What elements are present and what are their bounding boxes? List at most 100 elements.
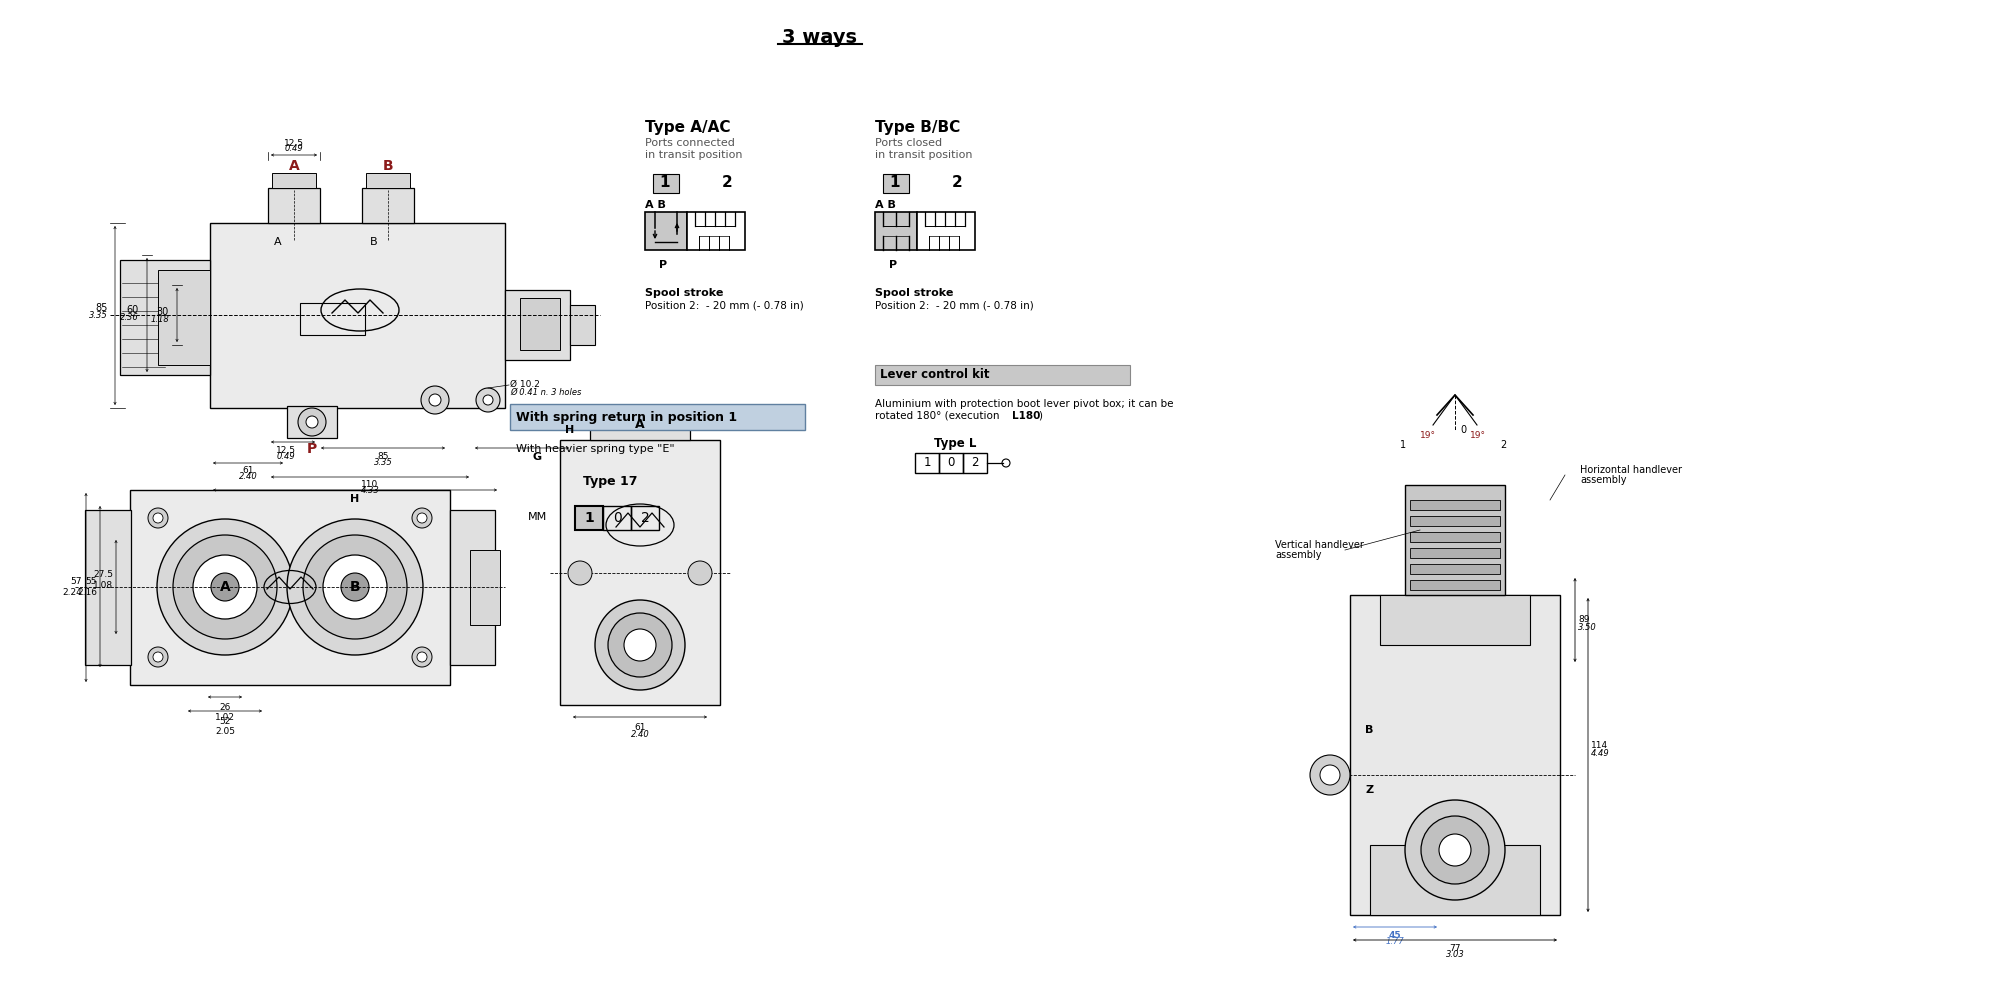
Text: 2: 2	[640, 511, 650, 525]
Text: 61: 61	[634, 723, 646, 732]
Text: A: A	[636, 418, 644, 432]
Bar	[632, 506, 660, 530]
Bar	[130, 490, 450, 685]
Circle shape	[688, 561, 712, 585]
Bar	[916, 453, 940, 473]
Bar	[510, 404, 804, 430]
Text: P: P	[658, 260, 668, 270]
Text: 1: 1	[584, 511, 594, 525]
Text: Lever control kit: Lever control kit	[880, 368, 990, 381]
Text: Type A/AC: Type A/AC	[644, 120, 730, 135]
Text: in transit position: in transit position	[644, 150, 742, 160]
Text: 55
2.16: 55 2.16	[76, 577, 96, 597]
Text: 2.40: 2.40	[238, 472, 258, 481]
Circle shape	[568, 561, 592, 585]
Text: Type 17: Type 17	[582, 475, 638, 488]
Bar	[1410, 532, 1500, 542]
Bar	[604, 506, 632, 530]
Text: Ø 0.41 n. 3 holes: Ø 0.41 n. 3 holes	[510, 387, 582, 396]
Circle shape	[306, 416, 318, 428]
Text: Type L: Type L	[934, 437, 976, 450]
Text: Horizontal handlever: Horizontal handlever	[1580, 465, 1682, 475]
Text: Ports closed: Ports closed	[876, 138, 942, 148]
Circle shape	[416, 652, 428, 662]
Bar	[652, 174, 680, 193]
Text: 89: 89	[1578, 615, 1590, 624]
Bar	[1410, 500, 1500, 510]
Bar	[362, 188, 414, 223]
Bar	[964, 453, 988, 473]
Text: 3 ways: 3 ways	[782, 28, 858, 47]
Bar	[1410, 548, 1500, 558]
Text: 19°: 19°	[1420, 431, 1436, 440]
Text: 1: 1	[890, 175, 900, 190]
Text: Ports connected: Ports connected	[644, 138, 734, 148]
Text: With spring return in position 1: With spring return in position 1	[516, 410, 738, 424]
Bar	[288, 406, 336, 438]
Text: 3.03: 3.03	[1446, 950, 1464, 959]
Bar	[366, 173, 410, 188]
Text: A: A	[274, 237, 282, 247]
Text: Position 2:  - 20 mm (- 0.78 in): Position 2: - 20 mm (- 0.78 in)	[644, 301, 804, 311]
Bar	[576, 506, 604, 530]
Text: Ø 10.2: Ø 10.2	[510, 379, 540, 388]
Bar	[884, 174, 908, 193]
Text: 2: 2	[1500, 440, 1506, 450]
Bar	[940, 453, 964, 473]
Bar	[560, 440, 720, 705]
Text: With heavier spring type "E": With heavier spring type "E"	[516, 444, 674, 454]
Circle shape	[324, 555, 388, 619]
Text: 85: 85	[378, 452, 388, 461]
Text: A: A	[220, 580, 230, 594]
Text: 4.33: 4.33	[360, 486, 380, 495]
Text: 60: 60	[126, 305, 140, 315]
Bar	[1404, 485, 1506, 595]
Bar	[210, 223, 504, 408]
Bar	[158, 270, 210, 365]
Bar	[504, 290, 570, 360]
Text: P: P	[306, 442, 318, 456]
Text: 52
2.05: 52 2.05	[216, 717, 236, 736]
Text: G: G	[532, 452, 542, 462]
Text: rotated 180° (execution: rotated 180° (execution	[876, 411, 1002, 421]
Text: A B: A B	[644, 200, 666, 210]
Bar	[1410, 580, 1500, 590]
Text: 12.5: 12.5	[284, 139, 304, 148]
Circle shape	[412, 647, 432, 667]
Text: 19°: 19°	[1470, 431, 1486, 440]
Circle shape	[596, 600, 684, 690]
Bar	[1410, 516, 1500, 526]
Text: 85: 85	[96, 303, 108, 313]
Text: 2: 2	[972, 456, 978, 470]
Bar	[272, 173, 316, 188]
Text: 45: 45	[1388, 931, 1402, 940]
Text: A B: A B	[876, 200, 896, 210]
Text: 0: 0	[612, 511, 622, 525]
Bar	[1350, 595, 1560, 915]
Text: 2: 2	[722, 175, 732, 190]
Text: 61: 61	[242, 466, 254, 475]
Text: in transit position: in transit position	[876, 150, 972, 160]
Bar	[268, 188, 320, 223]
Text: 3.35: 3.35	[90, 312, 108, 320]
Text: 1.77: 1.77	[1386, 937, 1404, 946]
Text: Spool stroke: Spool stroke	[644, 288, 724, 298]
Text: 2.40: 2.40	[630, 730, 650, 739]
Text: Type B/BC: Type B/BC	[876, 120, 960, 135]
Text: B: B	[1364, 725, 1374, 735]
Circle shape	[412, 508, 432, 528]
Text: B: B	[382, 159, 394, 173]
Text: assembly: assembly	[1276, 550, 1322, 560]
Text: Z: Z	[1364, 785, 1374, 795]
Text: 1: 1	[660, 175, 670, 190]
Circle shape	[416, 513, 428, 523]
Bar	[120, 260, 210, 375]
Circle shape	[298, 408, 326, 436]
Circle shape	[484, 395, 492, 405]
Text: P: P	[888, 260, 898, 270]
Bar	[916, 212, 976, 250]
Text: 0: 0	[1460, 425, 1466, 435]
Text: L180: L180	[1012, 411, 1040, 421]
Bar	[1380, 595, 1530, 645]
Bar	[300, 303, 364, 335]
